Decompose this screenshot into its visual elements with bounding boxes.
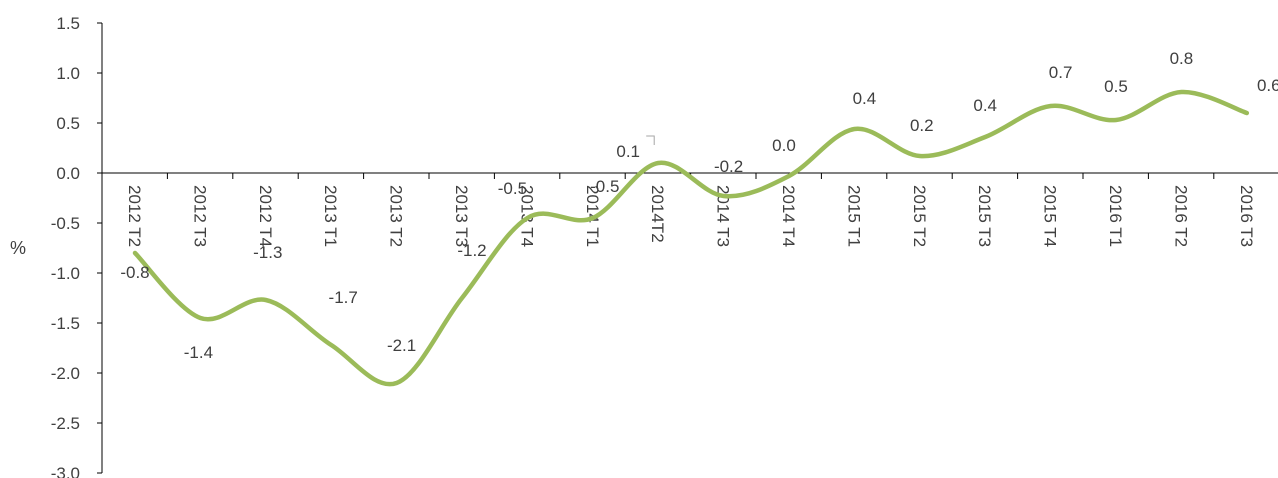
data-label: 0.7: [1049, 63, 1073, 82]
data-labels: -0.8 -1.4 -1.3 -1.7 -2.1 -1.2 -0.5 -0.5 0.1 -0.2 0…: [120, 49, 1278, 362]
label-leader-line: [646, 135, 655, 145]
x-tick-label: 2014 T3: [714, 185, 733, 247]
series-layer: [132, 89, 1250, 387]
data-label: -1.7: [329, 288, 358, 307]
x-tick-label: 2012 T3: [190, 185, 209, 247]
data-label: 0.8: [1170, 49, 1194, 68]
x-tick-label: 2013 T1: [321, 185, 340, 247]
y-tick-label: 0.0: [56, 164, 80, 183]
x-tick-label: 2015 T3: [975, 185, 994, 247]
y-axis: 1.5 1.0 0.5 0.0 -0.5 -1.0 -1.5 -2.0 -2.5 -3.0: [51, 14, 103, 478]
x-axis: 2012 T2 2012 T3 2012 T4 2013 T1 2013 T2 2013 …: [101, 172, 1278, 247]
data-label: -0.5: [590, 177, 619, 196]
x-tick-label: 2014T2: [648, 185, 667, 243]
series-line: [132, 89, 1250, 387]
x-tick-label: 2013 T2: [387, 185, 406, 247]
x-tick-label: 2015 T4: [1041, 185, 1060, 247]
y-tick-label: -0.5: [51, 214, 80, 233]
x-tick-label: 2016 T1: [1106, 185, 1125, 247]
data-label: -0.2: [714, 157, 743, 176]
data-label: -1.3: [253, 243, 282, 262]
data-label: -1.2: [457, 241, 486, 260]
data-label: 0.0: [772, 136, 796, 155]
y-tick-label: -2.5: [51, 414, 80, 433]
data-label: -2.1: [387, 336, 416, 355]
x-tick-label: 2014 T4: [779, 185, 798, 247]
y-tick-label: -1.0: [51, 264, 80, 283]
x-tick-label: 2015 T2: [910, 185, 929, 247]
data-label: -0.8: [120, 263, 149, 282]
y-tick-label: -3.0: [51, 464, 80, 478]
data-label: 0.4: [973, 96, 997, 115]
data-label: 0.4: [853, 89, 877, 108]
y-tick-label: 0.5: [56, 114, 80, 133]
y-axis-title: %: [10, 238, 26, 258]
data-label: 0.1: [616, 142, 640, 161]
y-tick-label: -1.5: [51, 314, 80, 333]
data-label: -0.5: [498, 179, 527, 198]
data-label: 0.5: [1104, 77, 1128, 96]
x-tick-label: 2012 T4: [256, 185, 275, 247]
y-tick-label: -2.0: [51, 364, 80, 383]
x-tick-label: 2013 T3: [452, 185, 471, 247]
x-tick-label: 2012 T2: [125, 185, 144, 247]
data-label: -1.4: [184, 343, 213, 362]
data-label: 0.2: [910, 116, 934, 135]
x-tick-label: 2016 T2: [1171, 185, 1190, 247]
x-tick-label: 2016 T3: [1237, 185, 1256, 247]
data-label: 0.6: [1257, 76, 1278, 95]
x-tick-label: 2015 T1: [844, 185, 863, 247]
y-tick-label: 1.5: [56, 14, 80, 33]
y-tick-label: 1.0: [56, 64, 80, 83]
